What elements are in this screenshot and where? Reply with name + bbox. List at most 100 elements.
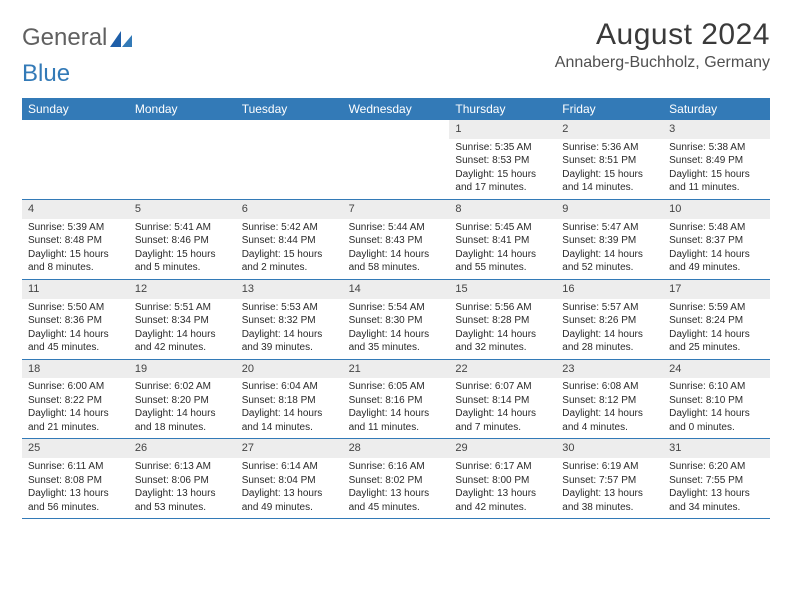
day-info-line: Daylight: 14 hours and 39 minutes.	[242, 328, 337, 355]
day-info-line: Sunset: 8:34 PM	[135, 314, 230, 328]
day-info-line: Daylight: 14 hours and 14 minutes.	[242, 407, 337, 434]
day-body: Sunrise: 5:59 AMSunset: 8:24 PMDaylight:…	[663, 299, 770, 359]
day-info-line: Daylight: 13 hours and 42 minutes.	[455, 487, 550, 514]
day-body: Sunrise: 5:39 AMSunset: 8:48 PMDaylight:…	[22, 219, 129, 279]
day-body: Sunrise: 6:04 AMSunset: 8:18 PMDaylight:…	[236, 378, 343, 438]
day-info-line: Sunrise: 6:02 AM	[135, 380, 230, 394]
day-cell: 15Sunrise: 5:56 AMSunset: 8:28 PMDayligh…	[449, 280, 556, 359]
logo-text-blue: Blue	[22, 60, 70, 88]
day-cell: 19Sunrise: 6:02 AMSunset: 8:20 PMDayligh…	[129, 360, 236, 439]
day-info-line: Sunrise: 6:05 AM	[349, 380, 444, 394]
day-info-line: Daylight: 14 hours and 32 minutes.	[455, 328, 550, 355]
day-info-line: Daylight: 13 hours and 49 minutes.	[242, 487, 337, 514]
day-number: 11	[22, 280, 129, 299]
day-cell: 12Sunrise: 5:51 AMSunset: 8:34 PMDayligh…	[129, 280, 236, 359]
day-number: 7	[343, 200, 450, 219]
day-info-line: Sunrise: 5:38 AM	[669, 141, 764, 155]
week-row: 11Sunrise: 5:50 AMSunset: 8:36 PMDayligh…	[22, 280, 770, 360]
day-info-line: Daylight: 15 hours and 2 minutes.	[242, 248, 337, 275]
day-info-line: Sunrise: 6:17 AM	[455, 460, 550, 474]
calendar-grid: SundayMondayTuesdayWednesdayThursdayFrid…	[22, 98, 770, 519]
day-number: 13	[236, 280, 343, 299]
day-info-line: Sunrise: 5:48 AM	[669, 221, 764, 235]
day-cell: 8Sunrise: 5:45 AMSunset: 8:41 PMDaylight…	[449, 200, 556, 279]
day-cell	[236, 120, 343, 199]
day-body: Sunrise: 5:51 AMSunset: 8:34 PMDaylight:…	[129, 299, 236, 359]
day-cell: 3Sunrise: 5:38 AMSunset: 8:49 PMDaylight…	[663, 120, 770, 199]
day-number: 31	[663, 439, 770, 458]
day-info-line: Sunset: 8:39 PM	[562, 234, 657, 248]
day-info-line: Daylight: 14 hours and 42 minutes.	[135, 328, 230, 355]
day-cell: 1Sunrise: 5:35 AMSunset: 8:53 PMDaylight…	[449, 120, 556, 199]
day-info-line: Sunrise: 6:19 AM	[562, 460, 657, 474]
day-number: 2	[556, 120, 663, 139]
week-row: 1Sunrise: 5:35 AMSunset: 8:53 PMDaylight…	[22, 120, 770, 200]
day-info-line: Sunrise: 5:56 AM	[455, 301, 550, 315]
day-body: Sunrise: 6:20 AMSunset: 7:55 PMDaylight:…	[663, 458, 770, 518]
day-body: Sunrise: 6:14 AMSunset: 8:04 PMDaylight:…	[236, 458, 343, 518]
day-info-line: Sunrise: 5:50 AM	[28, 301, 123, 315]
day-cell: 26Sunrise: 6:13 AMSunset: 8:06 PMDayligh…	[129, 439, 236, 518]
day-info-line: Sunset: 8:30 PM	[349, 314, 444, 328]
day-info-line: Sunset: 8:06 PM	[135, 474, 230, 488]
day-info-line: Sunrise: 6:20 AM	[669, 460, 764, 474]
day-number: 4	[22, 200, 129, 219]
day-info-line: Sunset: 8:51 PM	[562, 154, 657, 168]
day-info-line: Sunset: 8:37 PM	[669, 234, 764, 248]
day-info-line: Sunrise: 5:41 AM	[135, 221, 230, 235]
day-info-line: Sunset: 8:14 PM	[455, 394, 550, 408]
day-cell	[22, 120, 129, 199]
day-body: Sunrise: 5:54 AMSunset: 8:30 PMDaylight:…	[343, 299, 450, 359]
day-info-line: Daylight: 14 hours and 58 minutes.	[349, 248, 444, 275]
day-body: Sunrise: 5:50 AMSunset: 8:36 PMDaylight:…	[22, 299, 129, 359]
day-info-line: Sunset: 8:24 PM	[669, 314, 764, 328]
day-info-line: Sunset: 8:08 PM	[28, 474, 123, 488]
day-info-line: Daylight: 14 hours and 4 minutes.	[562, 407, 657, 434]
day-body: Sunrise: 6:00 AMSunset: 8:22 PMDaylight:…	[22, 378, 129, 438]
day-info-line: Sunrise: 5:42 AM	[242, 221, 337, 235]
day-number: 27	[236, 439, 343, 458]
day-body: Sunrise: 5:47 AMSunset: 8:39 PMDaylight:…	[556, 219, 663, 279]
day-body: Sunrise: 5:41 AMSunset: 8:46 PMDaylight:…	[129, 219, 236, 279]
day-info-line: Daylight: 13 hours and 56 minutes.	[28, 487, 123, 514]
day-info-line: Sunrise: 6:11 AM	[28, 460, 123, 474]
day-info-line: Sunrise: 5:51 AM	[135, 301, 230, 315]
day-cell: 24Sunrise: 6:10 AMSunset: 8:10 PMDayligh…	[663, 360, 770, 439]
day-header: Saturday	[663, 98, 770, 120]
day-info-line: Sunset: 8:53 PM	[455, 154, 550, 168]
day-number: 10	[663, 200, 770, 219]
day-cell: 13Sunrise: 5:53 AMSunset: 8:32 PMDayligh…	[236, 280, 343, 359]
day-info-line: Sunset: 8:04 PM	[242, 474, 337, 488]
week-row: 18Sunrise: 6:00 AMSunset: 8:22 PMDayligh…	[22, 360, 770, 440]
day-info-line: Daylight: 14 hours and 55 minutes.	[455, 248, 550, 275]
day-info-line: Daylight: 14 hours and 25 minutes.	[669, 328, 764, 355]
day-number: 20	[236, 360, 343, 379]
day-cell: 27Sunrise: 6:14 AMSunset: 8:04 PMDayligh…	[236, 439, 343, 518]
day-body: Sunrise: 6:11 AMSunset: 8:08 PMDaylight:…	[22, 458, 129, 518]
day-info-line: Sunset: 8:48 PM	[28, 234, 123, 248]
day-cell: 23Sunrise: 6:08 AMSunset: 8:12 PMDayligh…	[556, 360, 663, 439]
day-body: Sunrise: 6:02 AMSunset: 8:20 PMDaylight:…	[129, 378, 236, 438]
day-cell: 9Sunrise: 5:47 AMSunset: 8:39 PMDaylight…	[556, 200, 663, 279]
day-cell: 30Sunrise: 6:19 AMSunset: 7:57 PMDayligh…	[556, 439, 663, 518]
day-info-line: Sunrise: 5:45 AM	[455, 221, 550, 235]
day-cell: 28Sunrise: 6:16 AMSunset: 8:02 PMDayligh…	[343, 439, 450, 518]
day-info-line: Sunrise: 6:10 AM	[669, 380, 764, 394]
day-info-line: Daylight: 14 hours and 52 minutes.	[562, 248, 657, 275]
day-info-line: Daylight: 15 hours and 17 minutes.	[455, 168, 550, 195]
day-number: 24	[663, 360, 770, 379]
day-body: Sunrise: 5:36 AMSunset: 8:51 PMDaylight:…	[556, 139, 663, 199]
month-title: August 2024	[555, 18, 770, 52]
day-number: 19	[129, 360, 236, 379]
day-info-line: Sunrise: 5:53 AM	[242, 301, 337, 315]
day-info-line: Sunset: 8:00 PM	[455, 474, 550, 488]
day-number: 22	[449, 360, 556, 379]
day-info-line: Daylight: 14 hours and 18 minutes.	[135, 407, 230, 434]
logo-sail-icon	[110, 29, 132, 47]
day-number: 9	[556, 200, 663, 219]
day-number: 1	[449, 120, 556, 139]
day-number: 25	[22, 439, 129, 458]
day-info-line: Daylight: 15 hours and 14 minutes.	[562, 168, 657, 195]
day-number: 30	[556, 439, 663, 458]
day-info-line: Sunset: 8:28 PM	[455, 314, 550, 328]
